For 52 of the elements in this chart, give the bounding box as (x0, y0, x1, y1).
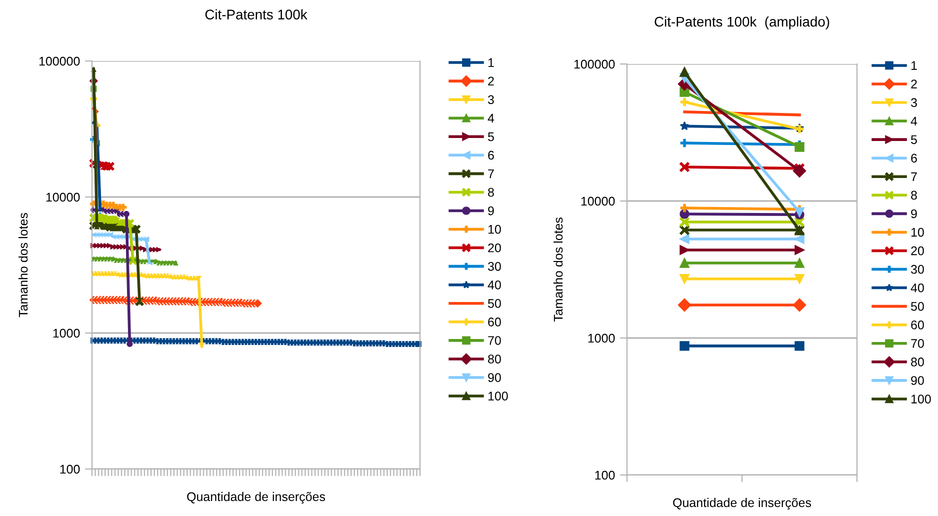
legend-label: 30 (488, 262, 501, 271)
y-tick-label: 100000 (39, 56, 80, 66)
legend-label: 40 (488, 280, 501, 290)
legend-label: 50 (911, 302, 924, 311)
y-tick-label: 100000 (574, 60, 615, 69)
legend-label: 7 (488, 169, 494, 178)
legend-label: 1 (488, 58, 494, 67)
legend-label: 30 (910, 264, 924, 274)
legend-label: 80 (911, 358, 924, 366)
y-tick-label: 1000 (53, 328, 80, 338)
legend-label: 6 (488, 150, 494, 160)
chart-title: Cit-Patents 100k (205, 9, 308, 20)
legend-label: 9 (911, 209, 917, 218)
y-tick-label: 100 (60, 464, 80, 474)
y-axis-title: Tamanho dos lotes (18, 212, 28, 318)
legend-label: 50 (488, 299, 501, 308)
legend-label: 100 (488, 392, 508, 401)
legend-label: 2 (488, 76, 494, 86)
legend-label: 6 (911, 154, 917, 163)
x-axis-title: Quantidade de inserções (187, 492, 326, 504)
legend-label: 1 (911, 61, 917, 70)
legend-label: 3 (488, 95, 494, 104)
legend-label: 3 (910, 98, 917, 108)
legend-label: 90 (488, 373, 501, 382)
legend-label: 90 (911, 376, 924, 385)
legend-label: 5 (911, 135, 917, 144)
legend-label: 60 (488, 318, 501, 326)
legend-label: 5 (488, 132, 494, 142)
legend-label: 4 (488, 114, 494, 122)
y-axis-title: Tamanho dos lotes (554, 217, 563, 322)
chart-title: Cit-Patents 100k (ampliado) (654, 16, 830, 30)
y-tick-label: 1000 (588, 334, 615, 343)
legend-label: 20 (911, 246, 924, 256)
legend-label: 100 (911, 394, 931, 404)
legend-label: 40 (910, 283, 924, 292)
legend-label: 70 (911, 339, 924, 348)
legend-label: 8 (488, 188, 494, 197)
legend-label: 20 (488, 243, 501, 252)
legend-label: 8 (911, 190, 917, 200)
legend-label: 60 (911, 320, 924, 330)
legend-label: 10 (911, 228, 924, 237)
legend-label: 9 (488, 206, 494, 216)
y-tick-label: 10000 (581, 196, 615, 206)
legend-label: 10 (488, 224, 501, 234)
y-tick-label: 10000 (46, 192, 80, 202)
x-axis-title: Quantidade de inserções (673, 498, 812, 510)
legend-label: 7 (911, 172, 917, 182)
legend-label: 70 (488, 336, 501, 345)
legend-label: 2 (911, 80, 917, 88)
y-tick-label: 100 (595, 470, 615, 480)
legend-label: 4 (910, 116, 918, 126)
legend-label: 80 (488, 354, 501, 364)
